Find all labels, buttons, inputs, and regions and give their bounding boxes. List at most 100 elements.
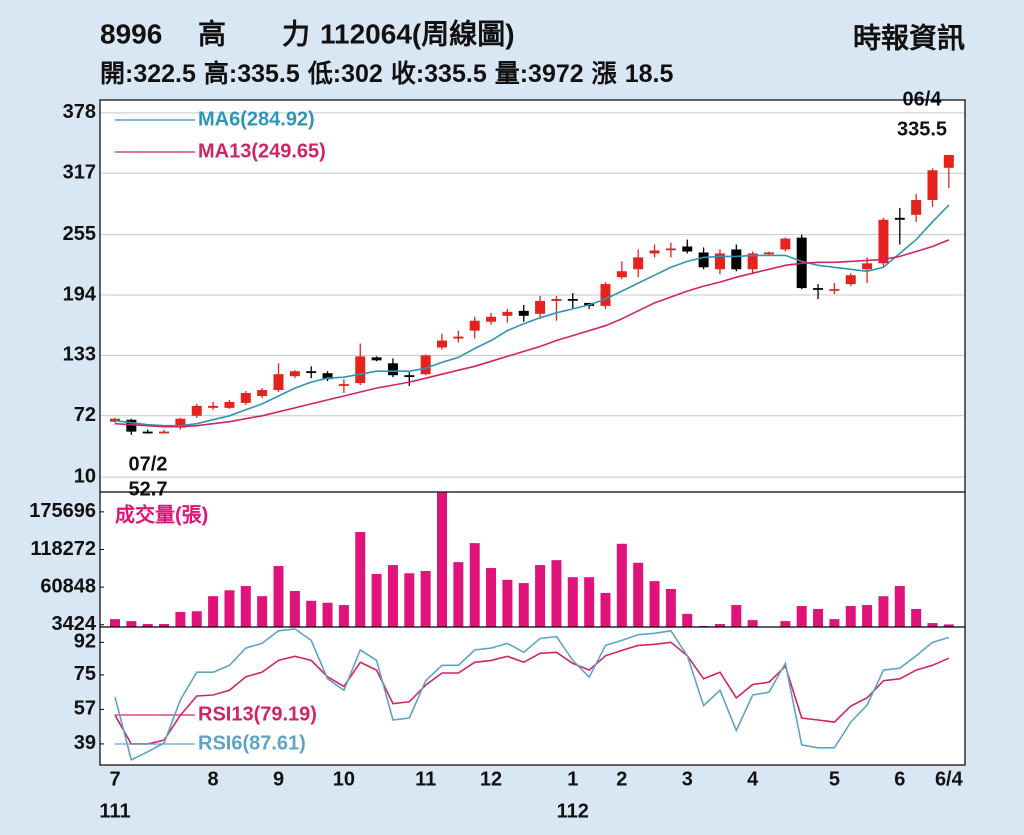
candle-body (911, 199, 922, 215)
candle-body (862, 263, 873, 270)
candle-body (306, 371, 317, 374)
candle-body (535, 300, 546, 314)
candle-body (731, 249, 742, 270)
x-tick-label: 11 (415, 768, 436, 790)
quote-label: 收: (391, 60, 424, 88)
y-tick-label: 75 (74, 663, 96, 685)
quote-label: 量: (495, 60, 528, 88)
volume-bar (518, 583, 529, 627)
legend-label: RSI6(87.61) (198, 732, 306, 754)
candle-body (371, 357, 382, 361)
y-tick-label: 72 (74, 404, 96, 426)
x-tick-label: 4 (747, 768, 759, 790)
volume-bar (600, 592, 611, 627)
candle-body (175, 418, 186, 428)
volume-bar (469, 543, 480, 627)
y-tick-label: 57 (74, 698, 96, 720)
volume-bar (322, 602, 333, 627)
x-tick-label: 8 (208, 768, 219, 790)
volume-bar (665, 588, 676, 627)
plot-layer: MA6(284.92) MA13(249.65) 07/2 52.7 06/4 335.5… (99, 88, 965, 822)
quote-value: 3972 (528, 60, 584, 88)
volume-bar (813, 608, 824, 627)
chart-date: 112064(周線圖) (320, 17, 515, 49)
x-tick-label: 6/4 (935, 768, 964, 790)
volume-bar (796, 606, 807, 627)
y-tick-label: 317 (63, 162, 96, 184)
volume-bar (175, 611, 186, 627)
volume-bar (387, 565, 398, 627)
y-tick-label: 133 (63, 344, 96, 366)
y-tick-label: 378 (63, 101, 96, 123)
x-year-label: 112 (557, 800, 589, 822)
candle-body (698, 252, 709, 268)
volume-bar (894, 586, 905, 627)
quote-label: 開: (100, 60, 133, 88)
candle-body (387, 363, 398, 376)
candle-body (469, 320, 480, 331)
candle-body (943, 154, 954, 168)
legend-label: MA13(249.65) (198, 140, 326, 162)
candle-body (616, 271, 627, 278)
y-tick-label: 3424 (52, 613, 97, 635)
candle-body (240, 393, 251, 403)
source: 時報資訊 (853, 21, 965, 53)
candle-body (257, 390, 268, 396)
quote-value: 302 (341, 60, 383, 88)
volume-bar (943, 624, 954, 627)
y-tick-label: 194 (63, 283, 97, 305)
volume-bar (780, 621, 791, 627)
y-tick-label: 255 (63, 223, 96, 245)
annotation-value: 52.7 (129, 478, 168, 500)
candle-body (486, 316, 497, 322)
volume-bar (240, 586, 251, 627)
candle-body (747, 253, 758, 270)
quote-value: 322.5 (133, 60, 196, 88)
volume-bar (273, 566, 284, 627)
candle-body (126, 419, 137, 432)
volume-bar (584, 577, 595, 627)
x-tick-label: 10 (333, 768, 355, 790)
x-tick-label: 5 (829, 768, 840, 790)
candle-body (633, 257, 644, 270)
volume-bar (747, 620, 758, 627)
candle-body (224, 401, 235, 408)
x-tick-label: 7 (109, 768, 120, 790)
volume-bar (878, 596, 889, 627)
x-tick-label: 2 (616, 768, 627, 790)
quote-value: 18.5 (625, 60, 674, 88)
candle-body (518, 310, 529, 316)
candle-body (142, 431, 153, 434)
stock-code: 8996 (100, 18, 162, 49)
candle-body (649, 250, 660, 254)
x-tick-label: 9 (273, 768, 284, 790)
series-line (114, 641, 950, 745)
panel-title: 成交量(張) (115, 502, 208, 526)
volume-bar (633, 562, 644, 627)
annotation-value: 335.5 (897, 118, 947, 140)
annotation-label: 06/4 (903, 88, 943, 110)
candle-body (878, 219, 889, 264)
candle-body (829, 289, 840, 291)
y-tick-label: 10 (74, 465, 96, 487)
volume-bar (159, 624, 170, 627)
candle-body (355, 356, 366, 384)
volume-bar (110, 619, 120, 627)
candle-body (502, 311, 513, 316)
plot-area (100, 100, 965, 765)
volume-bar (224, 590, 235, 627)
x-tick-label: 1 (567, 768, 578, 790)
candle-body (110, 418, 120, 422)
volume-bar (845, 606, 856, 627)
candle-body (338, 384, 349, 386)
volume-bar (338, 605, 349, 627)
candle-body (453, 336, 464, 339)
x-tick-label: 12 (480, 768, 502, 790)
volume-bar (126, 621, 137, 627)
x-tick-label: 6 (894, 768, 905, 790)
candle-body (764, 252, 774, 255)
volume-bar (551, 560, 562, 627)
candle-body (600, 284, 611, 306)
candle-body (437, 340, 447, 348)
candle-body (159, 431, 170, 434)
